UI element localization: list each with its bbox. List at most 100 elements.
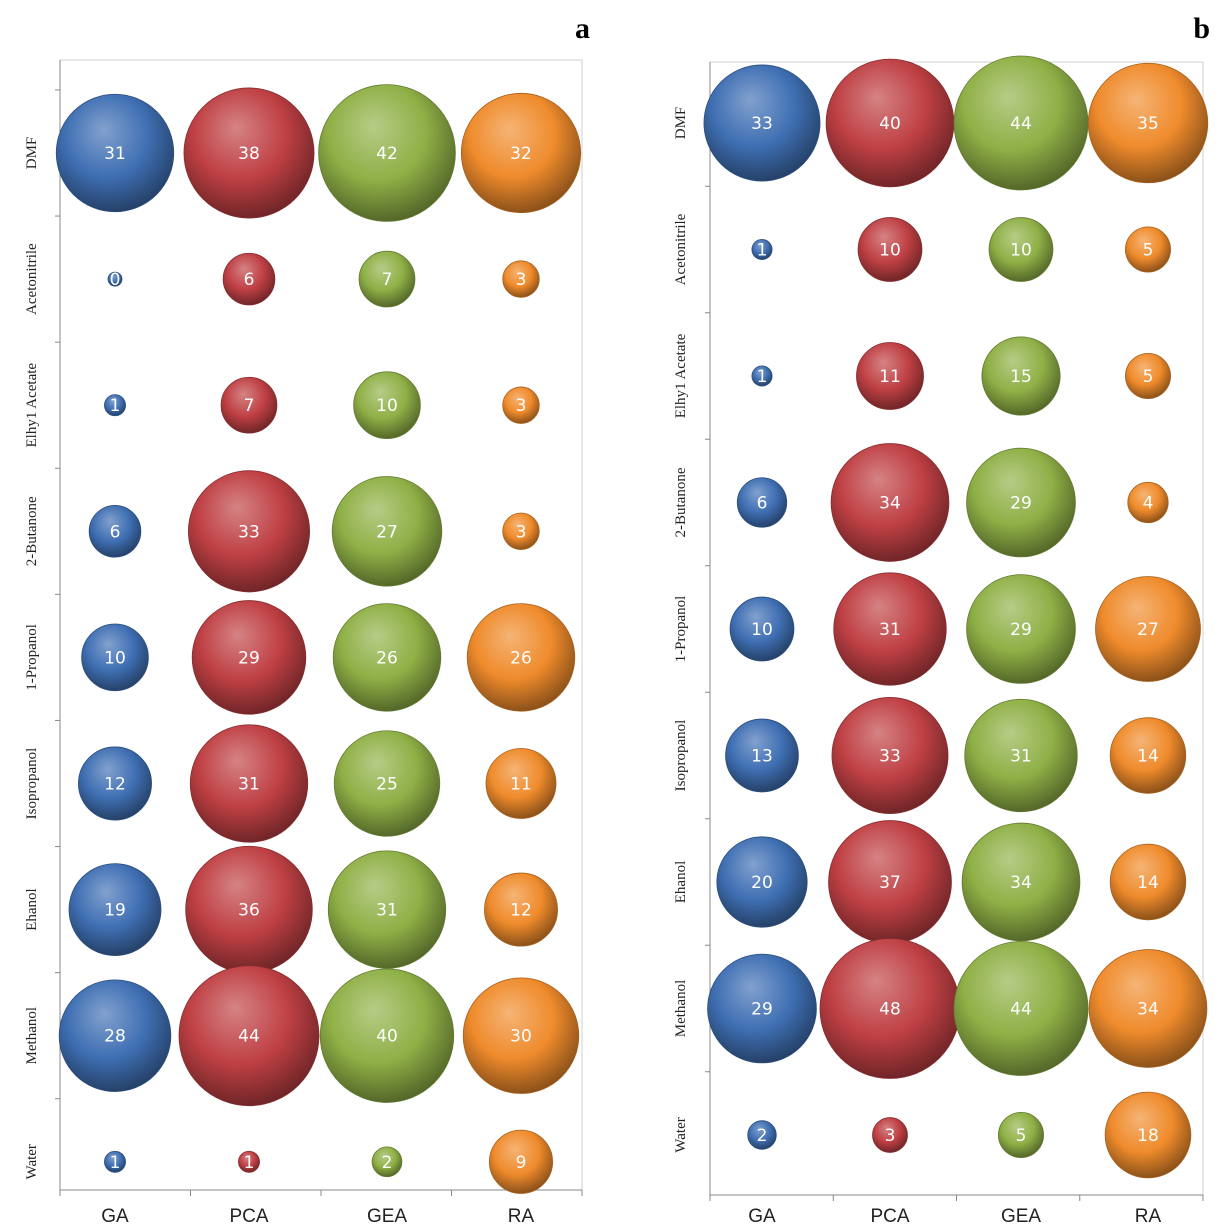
bubble-ra — [484, 872, 558, 947]
x-tick-label: RA — [1135, 1206, 1162, 1227]
x-tick-label: GEA — [367, 1206, 407, 1227]
data-label: 30 — [510, 1027, 532, 1047]
data-label: 10 — [376, 396, 398, 416]
bubble-ga — [736, 477, 788, 528]
bubble-ra — [1127, 481, 1169, 524]
y-tick-label: Acetonitrile — [24, 243, 40, 315]
bubble-pca — [872, 1117, 908, 1153]
bubble-pca — [856, 342, 924, 410]
y-tick-label: Elhy1 Acetate — [24, 363, 40, 448]
bubble-pca — [183, 87, 315, 219]
data-label: 5 — [1143, 367, 1154, 387]
bubble-ra — [502, 260, 540, 298]
bubble-gea — [319, 968, 455, 1103]
bubble-pca — [189, 724, 309, 843]
data-label: 3 — [885, 1126, 896, 1146]
bubble-ra — [1088, 949, 1208, 1068]
data-label: 19 — [104, 901, 126, 921]
data-label: 38 — [238, 144, 260, 164]
x-tick-label: GA — [748, 1206, 776, 1227]
data-label: 40 — [376, 1027, 398, 1047]
y-tick-label: 1-Propanol — [673, 596, 689, 663]
bubble-ga — [55, 93, 175, 213]
bubble-pca — [857, 217, 923, 282]
data-label: 12 — [510, 901, 532, 921]
data-label: 31 — [376, 901, 398, 921]
data-label: 2 — [382, 1153, 393, 1173]
y-tick-label: Isopropanol — [24, 748, 40, 820]
data-label: 11 — [510, 775, 532, 795]
data-label: 1 — [757, 241, 768, 261]
data-label: 36 — [238, 901, 260, 921]
bubble-gea — [358, 250, 416, 308]
bubble-pca — [831, 697, 949, 814]
bubble-ra — [1095, 576, 1201, 682]
data-label: 2 — [757, 1126, 768, 1146]
bubble-ra — [1109, 843, 1187, 921]
data-label: 26 — [376, 648, 398, 668]
data-label: 14 — [1137, 747, 1159, 767]
y-tick-label: 2-Butanone — [24, 496, 40, 566]
bubble-ga — [58, 979, 172, 1092]
bubble-ra — [460, 92, 582, 214]
bubble-gea — [966, 447, 1076, 558]
bubble-gea — [964, 698, 1078, 813]
bubble-ra — [488, 1129, 554, 1194]
bubble-ga — [729, 596, 795, 662]
data-label: 1 — [757, 367, 768, 387]
data-label: 34 — [1137, 1000, 1159, 1020]
bubble-pca — [220, 376, 278, 434]
x-tick-label: PCA — [229, 1206, 268, 1227]
data-label: 32 — [510, 144, 532, 164]
data-label: 34 — [1010, 873, 1032, 893]
data-label: 31 — [1010, 747, 1032, 767]
bubble-gea — [333, 730, 441, 837]
data-label: 11 — [879, 367, 901, 387]
bubble-ra — [462, 977, 580, 1094]
data-label: 1 — [244, 1153, 255, 1173]
bubble-gea — [988, 217, 1054, 282]
y-tick-label: Water — [24, 1144, 40, 1179]
data-label: 6 — [244, 270, 255, 290]
data-label: 28 — [104, 1027, 126, 1047]
data-label: 5 — [1143, 241, 1154, 261]
data-label: 48 — [879, 1000, 901, 1020]
panel-label: a — [575, 12, 590, 45]
data-label: 10 — [104, 648, 126, 668]
bubble-ra — [1109, 717, 1187, 794]
y-tick-label: 2-Butanone — [673, 467, 689, 537]
y-tick-label: Isopropanol — [673, 720, 689, 792]
data-label: 31 — [104, 144, 126, 164]
bubble-gea — [353, 371, 421, 439]
data-label: 25 — [376, 775, 398, 795]
bubble-ra — [466, 603, 576, 712]
bubble-ga — [78, 746, 152, 821]
panel-label: b — [1193, 12, 1210, 45]
data-label: 44 — [1010, 114, 1032, 134]
data-label: 1 — [110, 1153, 121, 1173]
bubble-ga — [104, 1150, 126, 1173]
data-label: 7 — [382, 270, 393, 290]
bubble-gea — [998, 1112, 1044, 1158]
y-tick-label: Methanol — [24, 1007, 40, 1065]
data-label: 26 — [510, 648, 532, 668]
x-tick-label: GEA — [1001, 1206, 1041, 1227]
bubble-gea — [327, 850, 447, 969]
data-label: 44 — [1010, 1000, 1032, 1020]
bubble-ga — [88, 505, 142, 558]
bubble-ga — [747, 1120, 777, 1150]
bubble-gea — [981, 336, 1061, 416]
y-tick-label: Water — [673, 1117, 689, 1152]
data-label: 6 — [757, 494, 768, 514]
bubble-gea — [961, 822, 1081, 942]
y-tick-label: DMF — [673, 107, 689, 140]
x-tick-label: PCA — [870, 1206, 909, 1227]
bubble-gea — [332, 603, 442, 712]
bubble-ra — [502, 512, 540, 550]
data-label: 33 — [238, 522, 260, 542]
data-label: 4 — [1143, 494, 1154, 514]
bubble-gea — [318, 84, 456, 222]
bubble-ga — [107, 271, 123, 287]
data-label: 18 — [1137, 1126, 1159, 1146]
